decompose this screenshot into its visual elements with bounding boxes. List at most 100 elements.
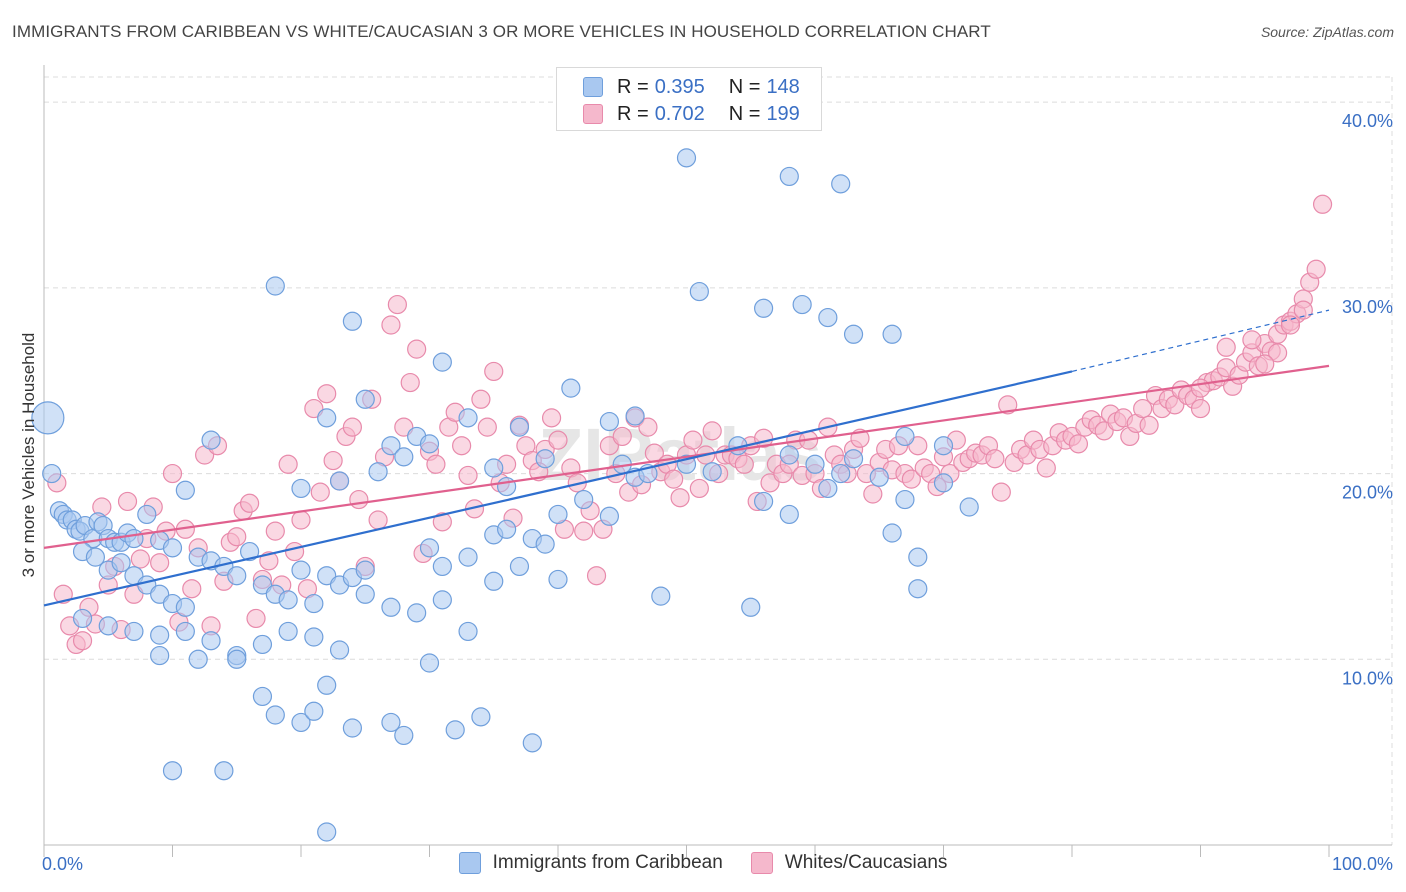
data-point bbox=[246, 608, 266, 629]
legend-n-label: N = bbox=[728, 102, 761, 125]
legend-r-value: 0.395 bbox=[654, 75, 705, 98]
data-point bbox=[317, 408, 337, 428]
data-point bbox=[452, 436, 472, 456]
data-point bbox=[664, 469, 684, 489]
data-point bbox=[497, 476, 517, 497]
data-point bbox=[304, 398, 324, 419]
data-point bbox=[831, 463, 851, 484]
data-point bbox=[150, 553, 170, 573]
data-point bbox=[227, 527, 247, 547]
legend-n-value: 148 bbox=[766, 75, 800, 98]
data-point bbox=[908, 579, 928, 599]
data-point bbox=[683, 430, 703, 450]
y-tick-label: 30.0% bbox=[1342, 297, 1393, 317]
data-point bbox=[317, 384, 337, 404]
data-point bbox=[1139, 415, 1159, 435]
source-label: Source: ZipAtlas.com bbox=[1260, 24, 1394, 40]
data-point bbox=[400, 372, 420, 393]
data-point bbox=[240, 541, 260, 562]
data-point bbox=[381, 315, 401, 335]
data-point bbox=[863, 484, 883, 504]
data-point bbox=[201, 631, 221, 651]
data-point bbox=[734, 454, 754, 474]
data-point bbox=[124, 621, 144, 642]
data-point bbox=[779, 166, 799, 187]
data-point bbox=[291, 560, 311, 580]
data-point bbox=[445, 720, 465, 740]
data-point bbox=[98, 616, 118, 636]
data-point bbox=[689, 478, 709, 499]
data-point bbox=[586, 566, 607, 586]
legend-row-whites: R = 0.702 N = 199 bbox=[583, 102, 806, 126]
data-point bbox=[831, 174, 851, 194]
data-point bbox=[355, 389, 375, 409]
data-point bbox=[1267, 343, 1288, 363]
data-point bbox=[779, 504, 799, 525]
data-point bbox=[175, 480, 195, 500]
bottom-legend-label: Immigrants from Caribbean bbox=[492, 852, 723, 873]
data-point bbox=[278, 454, 298, 474]
data-point bbox=[426, 454, 446, 474]
data-point bbox=[497, 519, 517, 539]
data-point bbox=[1190, 378, 1211, 398]
data-point bbox=[818, 307, 838, 328]
data-point bbox=[214, 761, 234, 781]
axes bbox=[43, 65, 1392, 857]
data-point bbox=[458, 621, 478, 642]
chart-title: IMMIGRANTS FROM CARIBBEAN VS WHITE/CAUCA… bbox=[12, 22, 991, 41]
data-point bbox=[175, 621, 195, 642]
data-point bbox=[535, 534, 555, 554]
data-point bbox=[407, 339, 427, 359]
data-point bbox=[818, 478, 838, 499]
legend: R = 0.395 N = 148 R = 0.702 N = 199 bbox=[556, 67, 822, 131]
data-point bbox=[182, 579, 202, 599]
data-point bbox=[676, 148, 697, 168]
legend-row-caribbean: R = 0.395 N = 148 bbox=[583, 75, 806, 99]
data-point bbox=[252, 634, 273, 655]
data-point bbox=[509, 417, 530, 437]
data-point bbox=[1068, 434, 1089, 454]
data-point bbox=[162, 761, 183, 781]
data-point bbox=[702, 421, 722, 441]
data-point bbox=[805, 454, 825, 474]
data-point bbox=[394, 417, 414, 437]
y-tick-label: 40.0% bbox=[1342, 111, 1393, 131]
legend-swatch-blue bbox=[458, 852, 481, 874]
data-point bbox=[419, 653, 440, 673]
data-point bbox=[625, 406, 645, 426]
data-point bbox=[843, 449, 864, 469]
data-point bbox=[329, 640, 350, 660]
data-point bbox=[458, 465, 478, 486]
y-tick-label: 20.0% bbox=[1342, 483, 1393, 503]
data-point bbox=[381, 597, 401, 617]
data-point bbox=[291, 712, 311, 733]
data-point bbox=[419, 538, 440, 558]
data-point bbox=[240, 493, 260, 513]
data-point bbox=[124, 528, 144, 549]
data-point bbox=[201, 430, 221, 450]
series-caribbean-points bbox=[31, 148, 979, 842]
data-point bbox=[561, 378, 581, 398]
data-point bbox=[227, 566, 247, 586]
data-point bbox=[895, 426, 915, 447]
legend-n-label: N = bbox=[728, 75, 761, 98]
data-point bbox=[419, 434, 440, 454]
data-point bbox=[349, 489, 369, 510]
data-point bbox=[355, 584, 375, 604]
bottom-legend: Immigrants from Caribbean Whites/Caucasi… bbox=[0, 852, 1406, 874]
data-point bbox=[548, 430, 568, 450]
trend-line-caribbean bbox=[43, 370, 1073, 607]
data-point bbox=[130, 549, 150, 569]
legend-swatch-blue bbox=[583, 77, 603, 97]
gridlines bbox=[44, 76, 1393, 845]
legend-swatch-pink bbox=[750, 852, 773, 874]
trend-line-whites bbox=[43, 364, 1330, 549]
data-point bbox=[541, 408, 562, 428]
data-point bbox=[432, 556, 452, 577]
data-point bbox=[137, 504, 157, 525]
data-point bbox=[162, 538, 183, 558]
data-point bbox=[869, 467, 889, 487]
data-point bbox=[908, 436, 928, 456]
data-point bbox=[394, 447, 414, 467]
